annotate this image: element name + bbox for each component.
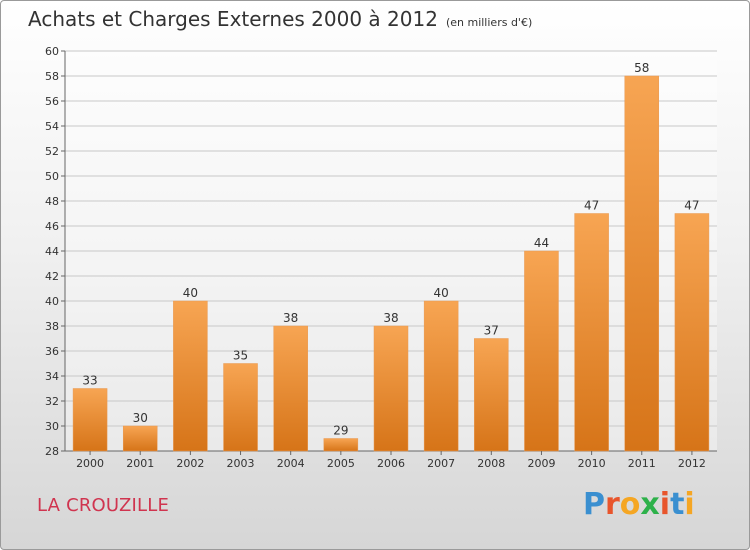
y-tick-label: 60 [45, 45, 59, 58]
logo-letter: t [670, 487, 685, 522]
data-label: 44 [534, 236, 549, 250]
bar [223, 363, 258, 452]
y-tick-label: 54 [45, 120, 59, 133]
y-tick-label: 32 [45, 395, 59, 408]
bar [72, 388, 108, 452]
x-tick-label: 2000 [76, 457, 104, 470]
bar [524, 250, 559, 452]
data-label: 47 [584, 199, 599, 213]
location-label: LA CROUZILLE [37, 495, 170, 516]
bar [122, 425, 158, 452]
chart-title-text: Achats et Charges Externes 2000 à 2012 [28, 7, 438, 31]
x-tick-label: 2008 [477, 457, 505, 470]
y-tick-label: 50 [45, 170, 59, 183]
bar [674, 213, 710, 452]
data-label: 38 [283, 311, 298, 325]
data-label: 38 [383, 311, 398, 325]
bar [423, 300, 459, 452]
logo-letter: o [619, 487, 641, 522]
bar [474, 338, 509, 452]
y-tick-label: 42 [45, 270, 59, 283]
bar [323, 438, 359, 452]
chart-unit: (en milliers d'€) [445, 16, 533, 29]
y-tick-label: 44 [45, 245, 59, 258]
y-tick-label: 46 [45, 220, 59, 233]
logo-letter: r [605, 487, 620, 522]
x-tick-label: 2001 [126, 457, 154, 470]
x-tick-label: 2005 [327, 457, 355, 470]
data-label: 40 [434, 286, 449, 300]
data-label: 37 [484, 324, 499, 338]
data-label: 29 [333, 424, 348, 438]
y-tick-label: 52 [45, 145, 59, 158]
x-tick-label: 2007 [427, 457, 455, 470]
x-tick-label: 2009 [527, 457, 555, 470]
x-tick-label: 2006 [377, 457, 405, 470]
x-tick-label: 2012 [678, 457, 706, 470]
y-tick-label: 36 [45, 345, 59, 358]
bar [273, 325, 308, 452]
y-tick-label: 48 [45, 195, 59, 208]
data-label: 58 [634, 61, 649, 75]
data-label: 47 [684, 199, 699, 213]
logo-letter: x [640, 487, 660, 522]
x-tick-label: 2003 [227, 457, 255, 470]
logo-letter: P [583, 487, 605, 522]
y-tick-label: 34 [45, 370, 59, 383]
bar [624, 75, 660, 452]
x-tick-label: 2002 [176, 457, 204, 470]
y-tick-label: 38 [45, 320, 59, 333]
x-tick-label: 2004 [277, 457, 305, 470]
data-label: 33 [82, 374, 97, 388]
data-label: 35 [233, 349, 248, 363]
y-tick-label: 40 [45, 295, 59, 308]
y-tick-label: 28 [45, 445, 59, 458]
logo-letter: i [684, 487, 695, 522]
data-label: 40 [183, 286, 198, 300]
y-tick-label: 30 [45, 420, 59, 433]
proxiti-logo: Proxiti [583, 487, 695, 522]
y-tick-label: 58 [45, 70, 59, 83]
x-tick-label: 2010 [578, 457, 606, 470]
bar [574, 213, 609, 452]
logo-letter: i [659, 487, 671, 522]
bar [373, 325, 409, 452]
bar [173, 300, 208, 452]
chart-title: Achats et Charges Externes 2000 à 2012 (e… [28, 7, 532, 31]
data-label: 30 [133, 411, 148, 425]
y-tick-label: 56 [45, 95, 59, 108]
x-tick-label: 2011 [628, 457, 656, 470]
